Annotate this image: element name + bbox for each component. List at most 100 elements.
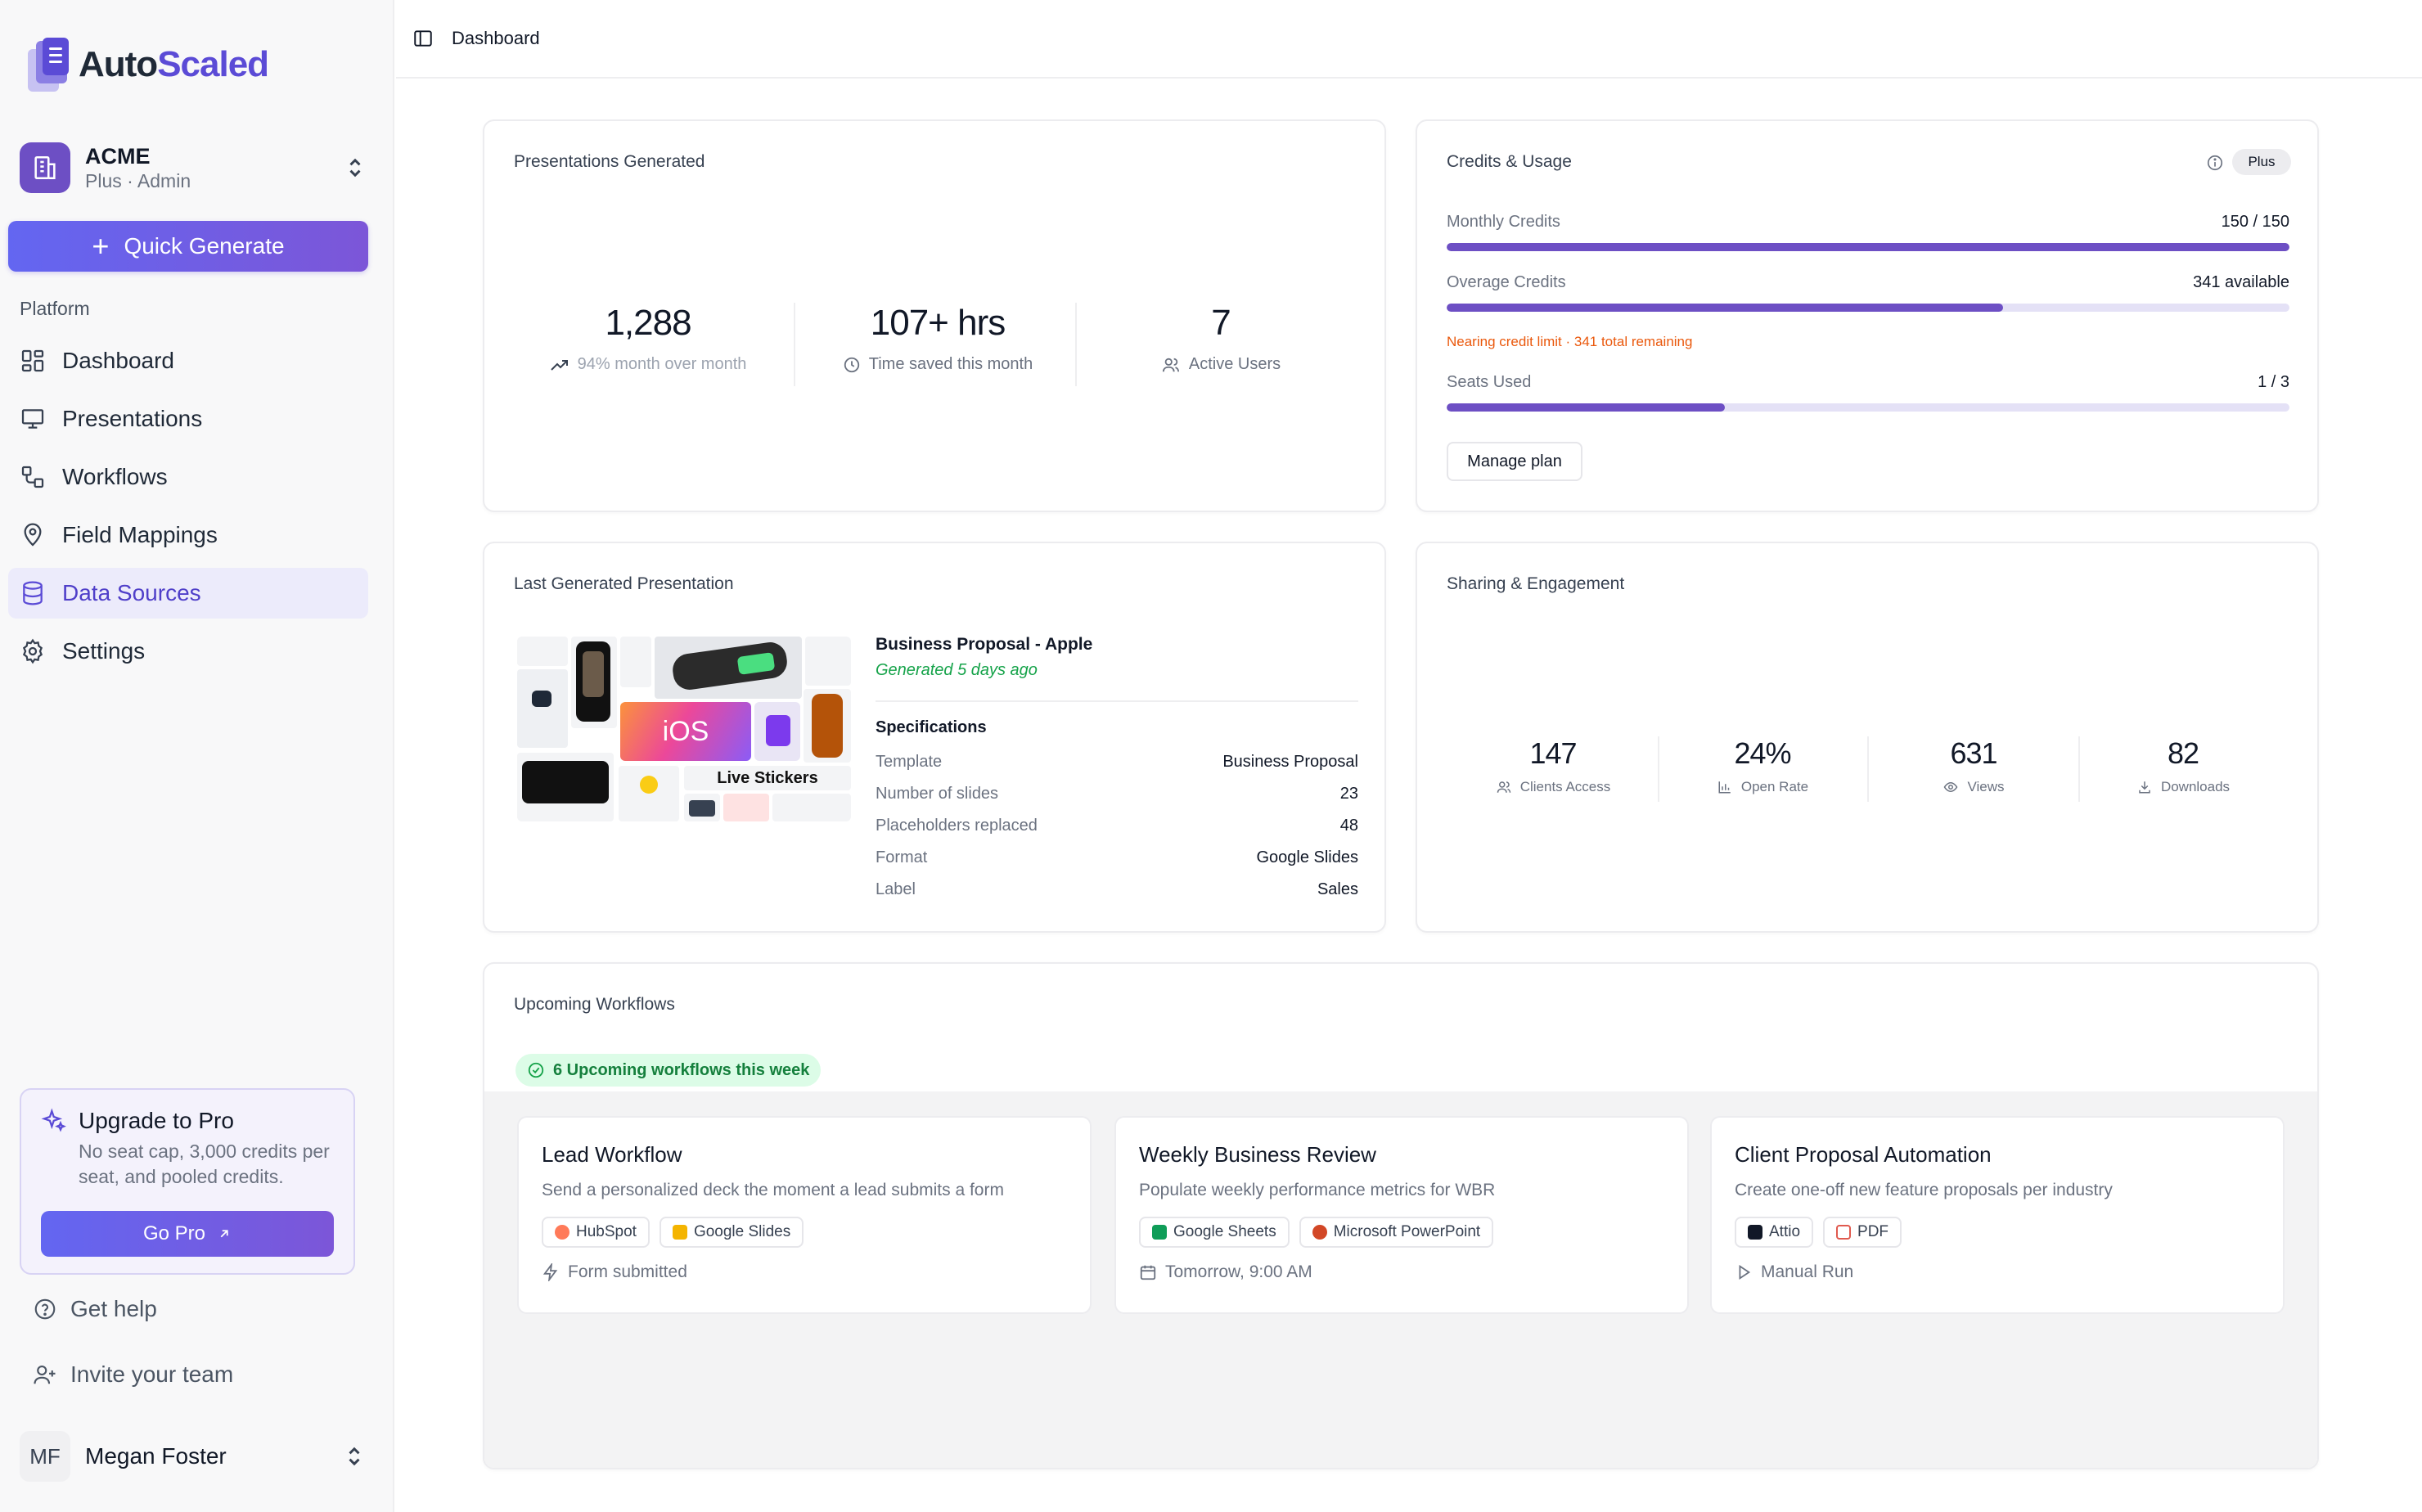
- integration-tag: Microsoft PowerPoint: [1299, 1217, 1494, 1248]
- workflow-icon: [21, 466, 44, 488]
- chevron-updown-icon: [349, 1447, 360, 1466]
- stat-clients-access: 147 Clients Access: [1463, 736, 1643, 795]
- org-name: ACME: [85, 144, 151, 169]
- seats-used-value: 1 / 3: [2258, 373, 2289, 391]
- stat-active-users: 7 Active Users: [1098, 303, 1344, 374]
- presentation-icon: [21, 409, 44, 429]
- stat-value: 24%: [1734, 736, 1791, 770]
- presentation-name[interactable]: Business Proposal - Apple: [876, 635, 1093, 654]
- sidebar-item-settings[interactable]: Settings: [8, 626, 368, 677]
- go-pro-button[interactable]: Go Pro: [41, 1211, 334, 1257]
- stat-label: Active Users: [1188, 355, 1281, 373]
- avatar: MF: [20, 1431, 70, 1482]
- integration-tag: Google Slides: [659, 1217, 804, 1248]
- sidebar-item-workflows[interactable]: Workflows: [8, 452, 368, 502]
- workflow-name: Client Proposal Automation: [1735, 1142, 1992, 1167]
- credits-usage-card: Credits & Usage Plus Monthly Credits 150 …: [1416, 119, 2319, 512]
- get-help-link[interactable]: Get help: [33, 1296, 157, 1322]
- download-icon: [2139, 781, 2150, 794]
- powerpoint-icon: [1312, 1225, 1327, 1240]
- user-menu[interactable]: MF Megan Foster: [20, 1430, 363, 1483]
- monthly-credits-label: Monthly Credits: [1447, 213, 1560, 231]
- org-switcher[interactable]: ACME Plus · Admin: [20, 141, 370, 195]
- upgrade-card: Upgrade to Pro No seat cap, 3,000 credit…: [20, 1088, 355, 1275]
- invite-team-link[interactable]: Invite your team: [33, 1361, 233, 1388]
- plan-badge: Plus: [2232, 149, 2291, 175]
- monthly-credits-value: 150 / 150: [2221, 213, 2289, 231]
- stat-label: Open Rate: [1740, 779, 1809, 794]
- spec-row: Number of slides 23: [876, 785, 1358, 803]
- sparkles-icon: [41, 1108, 66, 1132]
- stat-label: Time saved this month: [868, 355, 1033, 373]
- monthly-credits-bar: [1447, 243, 2289, 251]
- workflow-name: Lead Workflow: [542, 1142, 682, 1167]
- info-icon[interactable]: [2206, 154, 2224, 172]
- hubspot-icon: [555, 1225, 569, 1240]
- building-icon: [20, 142, 70, 193]
- google-sheets-icon: [1152, 1225, 1167, 1240]
- sidebar-item-data-sources[interactable]: Data Sources: [8, 568, 368, 619]
- help-circle-icon: [34, 1298, 56, 1320]
- quick-generate-button[interactable]: + Quick Generate: [8, 221, 368, 272]
- workflow-card-lead[interactable]: Lead Workflow Send a personalized deck t…: [517, 1116, 1092, 1314]
- sharing-engagement-card: Sharing & Engagement 147 Clients Access …: [1416, 542, 2319, 933]
- stat-presentations: 1,288 94% month over month: [533, 303, 763, 374]
- spec-row: Label Sales: [876, 880, 1358, 898]
- card-title: Presentations Generated: [514, 152, 705, 171]
- seats-used-row: Seats Used 1 / 3: [1447, 373, 2289, 412]
- specs-title: Specifications: [876, 718, 987, 736]
- seats-used-bar: [1447, 403, 2289, 412]
- workflow-card-client-proposal[interactable]: Client Proposal Automation Create one-of…: [1710, 1116, 2285, 1314]
- stat-label: Clients Access: [1519, 779, 1611, 794]
- card-title: Sharing & Engagement: [1447, 574, 1625, 593]
- logo-icon: [28, 38, 69, 92]
- thumbnail-ios-text: iOS: [620, 702, 751, 761]
- lightning-icon: [542, 1263, 558, 1281]
- spec-row: Format Google Slides: [876, 848, 1358, 866]
- sidebar-item-presentations[interactable]: Presentations: [8, 394, 368, 444]
- card-title: Last Generated Presentation: [514, 574, 734, 593]
- stat-views: 631 Views: [1884, 736, 2064, 795]
- manage-plan-button[interactable]: Manage plan: [1447, 442, 1582, 481]
- spec-row: Template Business Proposal: [876, 753, 1358, 771]
- stat-label: Downloads: [2160, 779, 2231, 794]
- chevron-updown-icon[interactable]: [340, 151, 370, 184]
- stat-downloads: 82 Downloads: [2093, 736, 2273, 795]
- platform-section-label: Platform: [20, 298, 90, 319]
- trend-up-icon: [550, 359, 568, 371]
- presentation-thumbnail[interactable]: iOS Live Stickers: [517, 637, 851, 821]
- check-circle-icon: [528, 1062, 544, 1078]
- user-plus-icon: [34, 1365, 56, 1384]
- main-nav: Dashboard Presentations Workflows Field …: [8, 335, 368, 684]
- clock-icon: [844, 357, 859, 372]
- workflow-description: Send a personalized deck the moment a le…: [542, 1181, 1004, 1199]
- stat-value: 1,288: [605, 303, 691, 343]
- stat-value: 82: [2167, 736, 2199, 770]
- map-pin-icon: [24, 523, 42, 547]
- dashboard-icon: [21, 349, 44, 372]
- workflow-description: Populate weekly performance metrics for …: [1139, 1181, 1496, 1199]
- last-presentation-card: Last Generated Presentation iOS Live Sti…: [483, 542, 1386, 933]
- sidebar-item-field-mappings[interactable]: Field Mappings: [8, 510, 368, 560]
- eye-icon: [1944, 781, 1958, 793]
- stat-label: 94% month over month: [577, 355, 747, 373]
- stat-value: 7: [1211, 303, 1231, 343]
- stat-label: Views: [1967, 779, 2005, 794]
- sidebar-item-dashboard[interactable]: Dashboard: [8, 335, 368, 386]
- workflow-card-wbr[interactable]: Weekly Business Review Populate weekly p…: [1114, 1116, 1689, 1314]
- presentations-generated-card: Presentations Generated 1,288 94% month …: [483, 119, 1386, 512]
- breadcrumb: Dashboard: [452, 28, 540, 48]
- brand-logo[interactable]: AutoScaled: [28, 38, 269, 92]
- workflow-trigger: Form submitted: [542, 1262, 1067, 1282]
- spec-row: Placeholders replaced 48: [876, 817, 1358, 835]
- play-icon: [1739, 1264, 1751, 1280]
- thumbnail-stickers-text: Live Stickers: [684, 766, 851, 790]
- sidebar-toggle-icon[interactable]: [412, 28, 434, 49]
- stat-value: 631: [1950, 736, 1997, 770]
- bar-chart-icon: [1718, 781, 1731, 794]
- attio-icon: [1748, 1225, 1762, 1240]
- plus-icon: +: [92, 229, 110, 263]
- users-icon: [1162, 358, 1179, 371]
- overage-credits-value: 341 available: [2193, 273, 2289, 291]
- upcoming-badge: 6 Upcoming workflows this week: [515, 1054, 822, 1087]
